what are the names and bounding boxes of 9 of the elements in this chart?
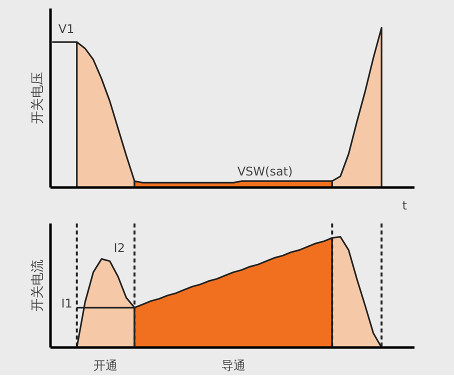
series-label: V1 — [58, 22, 74, 36]
x-axis-title: t — [402, 198, 408, 212]
y-axis-title: 开关电流 — [30, 260, 46, 312]
text: 导通 — [221, 358, 246, 372]
series-label: I1 — [61, 296, 72, 311]
text: 开通 — [94, 358, 118, 372]
y-axis-title: 开关电压 — [30, 72, 46, 124]
series-label: VSW(sat) — [237, 164, 293, 179]
series-label: I2 — [114, 240, 125, 255]
